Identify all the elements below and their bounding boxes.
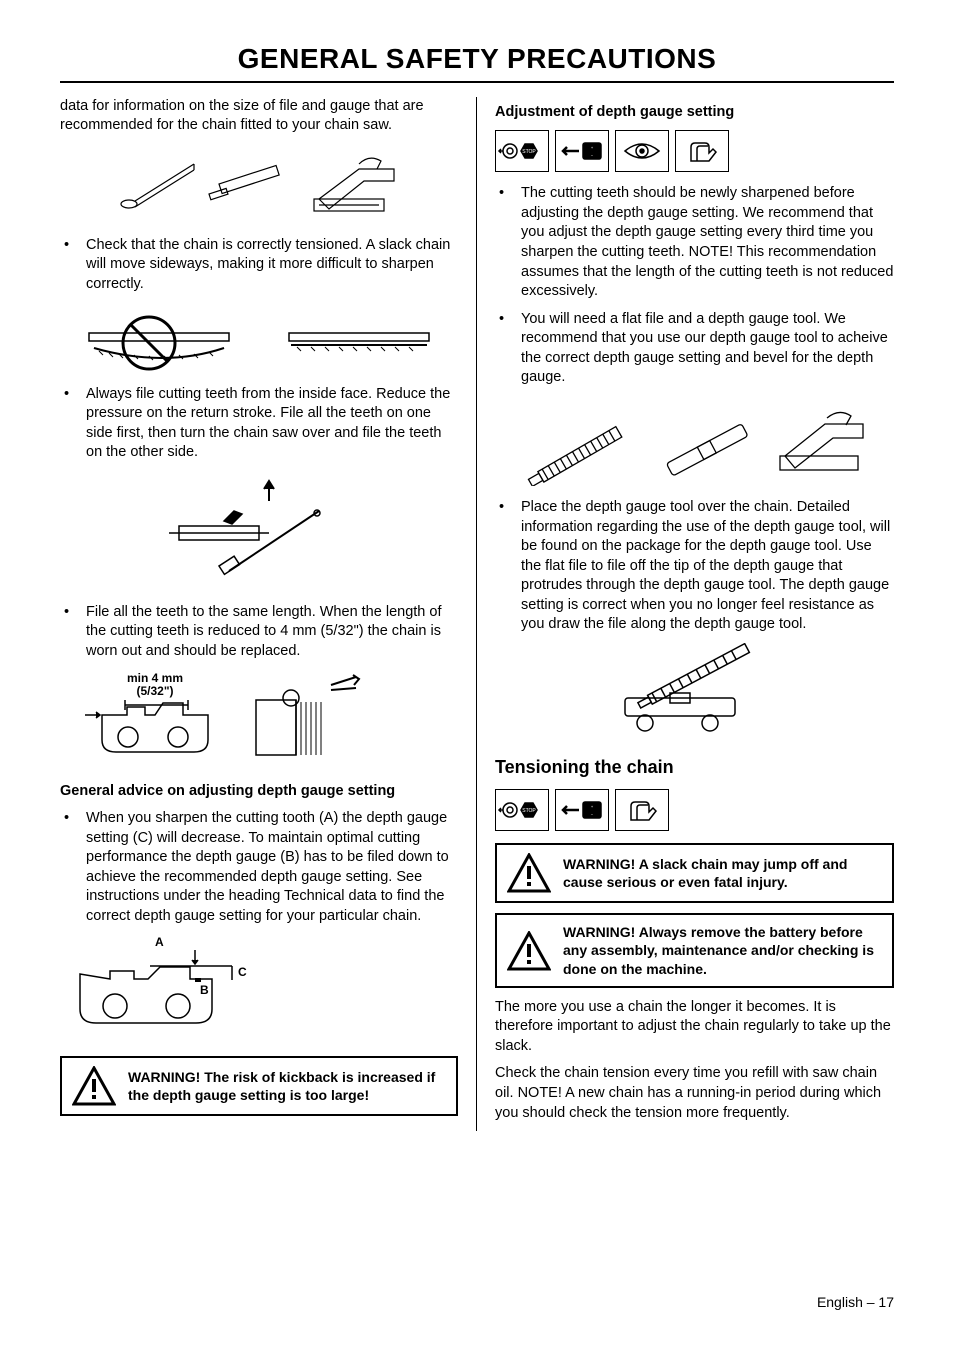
bullet-tooth-length: • File all the teeth to the same length.… — [60, 603, 458, 662]
min-length-figure: min 4 mm (5/32") — [60, 670, 458, 770]
filing-direction-figure — [60, 471, 458, 591]
depth-gauge-abc-figure: A C B — [60, 934, 458, 1044]
tension-p1: The more you use a chain the longer it b… — [495, 998, 894, 1057]
right-column: Adjustment of depth gauge setting STOP +… — [477, 97, 894, 1131]
subheading-depth-advice: General advice on adjusting depth gauge … — [60, 782, 458, 802]
svg-text:STOP: STOP — [522, 149, 536, 155]
warning-triangle-icon — [507, 931, 551, 971]
gloves-icon — [615, 789, 669, 831]
procedure-icons-row-1: STOP +− — [495, 130, 894, 172]
left-column: data for information on the size of file… — [60, 97, 477, 1131]
warning-slack-chain: WARNING! A slack chain may jump off and … — [495, 843, 894, 903]
warning-battery-text: WARNING! Always remove the battery befor… — [563, 923, 882, 978]
page-title: GENERAL SAFETY PRECAUTIONS — [60, 40, 894, 83]
inspect-eye-icon — [615, 130, 669, 172]
bullet-tension: • Check that the chain is correctly tens… — [60, 236, 458, 295]
two-column-layout: data for information on the size of file… — [60, 97, 894, 1131]
heading-tensioning: Tensioning the chain — [495, 755, 894, 779]
flat-file-tools-figure — [495, 396, 894, 486]
warning-kickback-text: WARNING! The risk of kickback is increas… — [128, 1068, 446, 1104]
svg-text:C: C — [238, 965, 247, 979]
intro-text: data for information on the size of file… — [60, 97, 458, 136]
svg-text:STOP: STOP — [522, 808, 536, 814]
page-footer: English – 17 — [817, 1293, 894, 1312]
procedure-icons-row-2: STOP +− — [495, 789, 894, 831]
chain-tension-figure — [60, 303, 458, 373]
subheading-adjustment: Adjustment of depth gauge setting — [495, 103, 894, 123]
tension-p2: Check the chain tension every time you r… — [495, 1064, 894, 1123]
file-tools-figure — [60, 144, 458, 224]
warning-slack-text: WARNING! A slack chain may jump off and … — [563, 855, 882, 891]
min-label: min 4 mm — [127, 671, 183, 685]
bullet-place-tool: • Place the depth gauge tool over the ch… — [495, 498, 894, 635]
warning-triangle-icon — [72, 1066, 116, 1106]
power-stop-icon: STOP — [495, 130, 549, 172]
warning-remove-battery: WARNING! Always remove the battery befor… — [495, 913, 894, 988]
min-sub: (5/32") — [136, 684, 173, 698]
power-stop-icon: STOP — [495, 789, 549, 831]
bullet-flat-file-tool: • You will need a flat file and a depth … — [495, 310, 894, 388]
bullet-sharpen-first: • The cutting teeth should be newly shar… — [495, 184, 894, 301]
bullet-depth-advice: • When you sharpen the cutting tooth (A)… — [60, 809, 458, 926]
svg-text:B: B — [200, 983, 209, 997]
filing-depth-figure — [495, 643, 894, 743]
bullet-filing-direction: • Always file cutting teeth from the ins… — [60, 385, 458, 463]
svg-text:A: A — [155, 935, 164, 949]
warning-kickback: WARNING! The risk of kickback is increas… — [60, 1056, 458, 1116]
remove-battery-icon: +− — [555, 789, 609, 831]
remove-battery-icon: +− — [555, 130, 609, 172]
warning-triangle-icon — [507, 853, 551, 893]
gloves-icon — [675, 130, 729, 172]
